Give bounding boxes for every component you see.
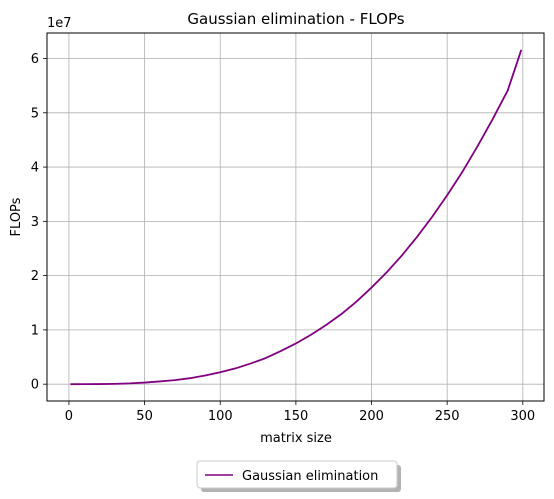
legend-label: Gaussian elimination [242,469,378,484]
y-offset-label: 1e7 [47,16,72,31]
legend-box [196,460,398,489]
series-layer [70,49,523,386]
x-tick-label: 300 [510,409,535,424]
y-axis-label: FLOPs [9,197,24,236]
x-tick-label: 150 [283,409,308,424]
y-tick-label: 2 [31,269,39,284]
y-tick-label: 1 [31,323,39,338]
series-line [70,49,523,386]
x-ticks: 0 50 100 150 200 250 300 [65,401,535,424]
y-tick-label: 3 [31,215,39,230]
legend: Gaussian elimination [196,460,401,492]
y-tick-label: 4 [31,161,39,176]
x-axis-label: matrix size [260,431,332,446]
x-tick-label: 200 [359,409,384,424]
x-tick-label: 0 [65,409,73,424]
grid [47,33,544,401]
x-tick-label: 50 [136,409,153,424]
x-tick-label: 100 [208,409,233,424]
y-tick-label: 6 [31,52,39,67]
y-tick-label: 0 [31,378,39,393]
y-tick-label: 5 [31,106,39,121]
y-ticks: 0 1 2 3 4 5 6 [31,52,47,393]
x-tick-label: 250 [435,409,460,424]
chart-title: Gaussian elimination - FLOPs [187,10,404,28]
